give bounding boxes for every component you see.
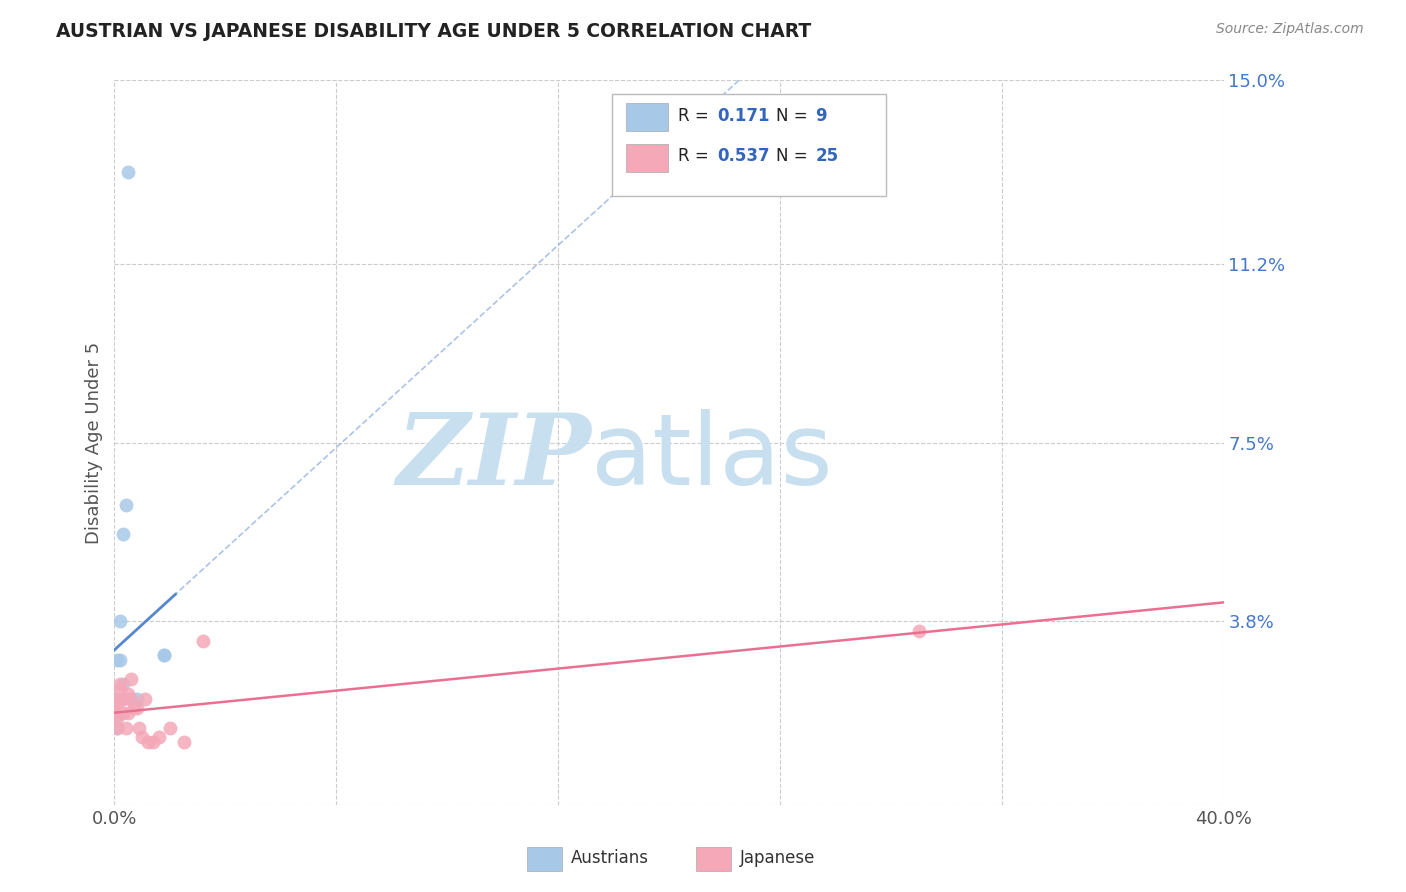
Point — [111, 527, 134, 541]
Text: 9: 9 — [815, 107, 827, 125]
Point — [105, 697, 128, 711]
Point — [105, 721, 128, 735]
Point — [117, 706, 139, 721]
Text: 25: 25 — [815, 147, 838, 165]
Point — [103, 691, 125, 706]
Text: 0.537: 0.537 — [717, 147, 769, 165]
Point — [111, 691, 134, 706]
Point — [103, 701, 125, 715]
Point — [142, 735, 165, 749]
Text: N =: N = — [776, 147, 818, 165]
Point — [153, 648, 176, 663]
Point — [105, 711, 128, 725]
Point — [103, 706, 125, 721]
Point — [105, 653, 128, 667]
Point — [120, 691, 142, 706]
Point — [103, 711, 125, 725]
Point — [120, 691, 142, 706]
Text: Japanese: Japanese — [740, 849, 815, 867]
Point — [105, 691, 128, 706]
Point — [111, 691, 134, 706]
Point — [125, 701, 148, 715]
Point — [159, 721, 181, 735]
Point — [111, 677, 134, 691]
Text: Austrians: Austrians — [571, 849, 648, 867]
Point — [173, 735, 195, 749]
Point — [128, 721, 150, 735]
Text: 0.171: 0.171 — [717, 107, 769, 125]
Point — [108, 677, 131, 691]
Text: Source: ZipAtlas.com: Source: ZipAtlas.com — [1216, 22, 1364, 37]
Point — [134, 691, 156, 706]
Point — [114, 721, 136, 735]
Point — [108, 681, 131, 696]
Point — [120, 673, 142, 687]
Y-axis label: Disability Age Under 5: Disability Age Under 5 — [86, 342, 103, 543]
Text: N =: N = — [776, 107, 818, 125]
Text: AUSTRIAN VS JAPANESE DISABILITY AGE UNDER 5 CORRELATION CHART: AUSTRIAN VS JAPANESE DISABILITY AGE UNDE… — [56, 22, 811, 41]
Point — [103, 697, 125, 711]
Point — [108, 615, 131, 629]
Text: atlas: atlas — [592, 409, 832, 506]
Point — [108, 653, 131, 667]
Point — [103, 706, 125, 721]
Point — [122, 701, 145, 715]
Point — [111, 706, 134, 721]
Point — [105, 691, 128, 706]
Point — [136, 735, 159, 749]
Point — [153, 648, 176, 663]
Point — [117, 687, 139, 701]
Point — [191, 633, 214, 648]
Text: R =: R = — [678, 107, 718, 125]
Text: R =: R = — [678, 147, 718, 165]
Text: ZIP: ZIP — [396, 409, 592, 505]
Point — [114, 499, 136, 513]
Point — [148, 731, 170, 745]
Point — [117, 165, 139, 179]
Point — [131, 731, 153, 745]
Point — [907, 624, 929, 638]
Point — [105, 721, 128, 735]
Point — [125, 691, 148, 706]
